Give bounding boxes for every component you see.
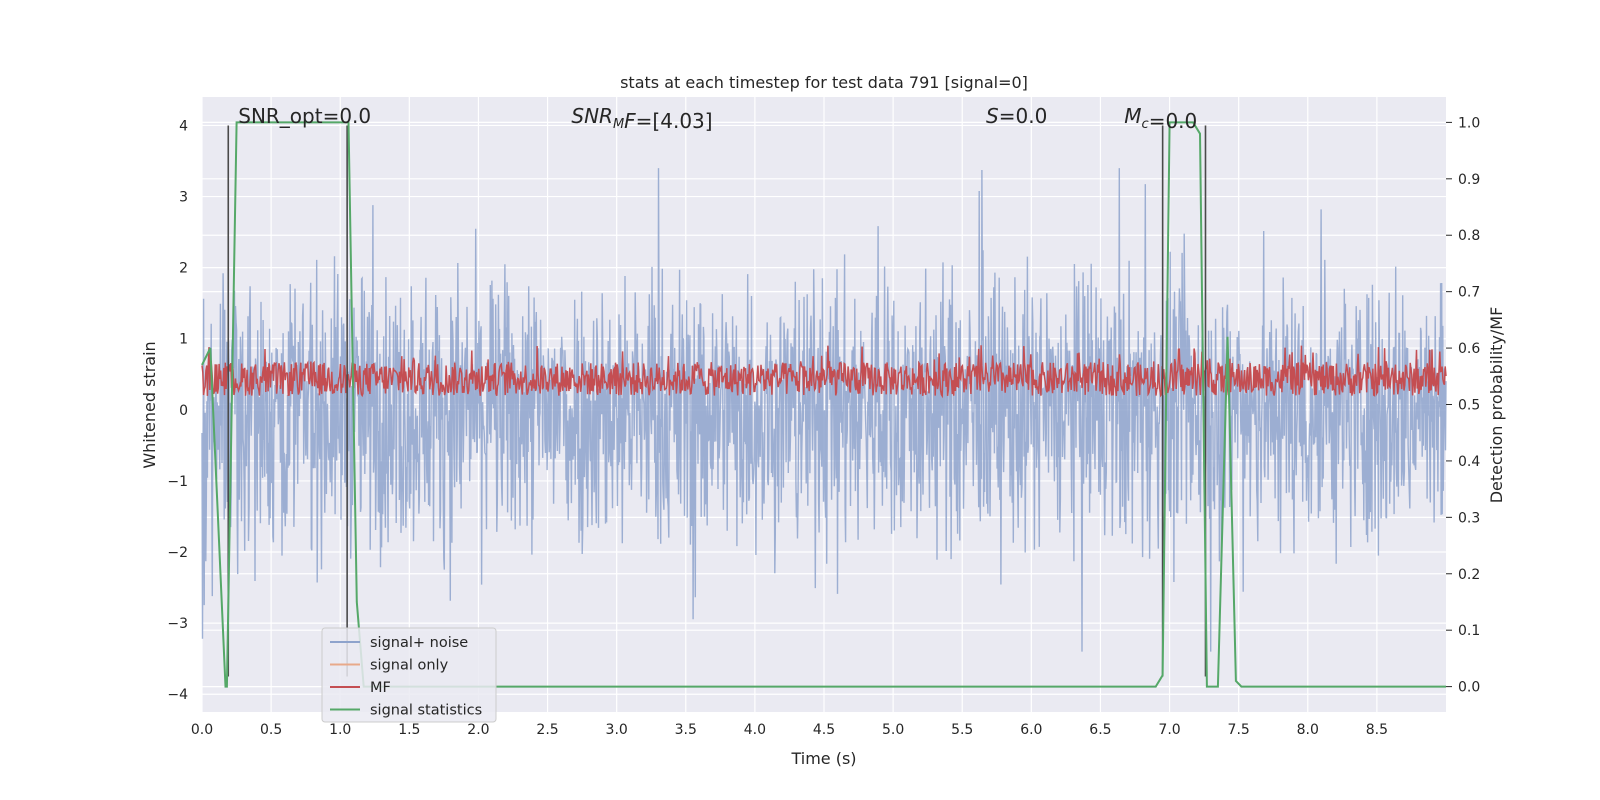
x-tick-label: 3.0 [606,722,628,738]
annotation-2: S=0.0 [986,104,1047,128]
x-tick-label: 0.0 [191,722,213,738]
grid [201,97,1446,712]
y-right-tick-label: 0.6 [1458,341,1480,357]
y-right-tick-label: 0.0 [1458,680,1480,696]
y-right-tick-label: 0.7 [1458,285,1480,301]
x-tick-label: 2.5 [536,722,558,738]
chart-title: stats at each timestep for test data 791… [620,73,1028,92]
y-left-tick-label: −4 [167,687,188,703]
y-left-tick-label: 4 [179,118,188,134]
y-right-tick-label: 1.0 [1458,115,1480,131]
mf-line [201,345,1447,399]
y-right-tick-label: 0.4 [1458,454,1480,470]
y-left-tick-label: −3 [167,616,188,632]
x-tick-label: 6.0 [1020,722,1042,738]
y-right-tick-label: 0.8 [1458,228,1480,244]
legend-label: MF [370,680,391,696]
x-tick-label: 2.0 [467,722,489,738]
x-tick-label: 3.5 [675,722,697,738]
series-mf [201,345,1447,399]
y-right-tick-label: 0.5 [1458,398,1480,414]
legend-label: signal statistics [370,703,482,719]
y-left-tick-label: 1 [179,332,188,348]
x-tick-label: 0.5 [260,722,282,738]
y-right-tick-label: 0.3 [1458,510,1480,526]
y-left-tick-label: 0 [179,403,188,419]
y-right-tick-label: 0.9 [1458,172,1480,188]
y-left-tick-label: −2 [167,545,188,561]
y-axis-label: Whitened strain [140,341,159,468]
y-left-tick-label: 2 [179,261,188,277]
x-tick-label: 8.5 [1366,722,1388,738]
x-tick-label: 6.5 [1089,722,1111,738]
legend-label: signal+ noise [370,635,468,651]
signal-noise-line [201,168,1447,652]
annotation-3: Mc=0.0 [1124,104,1197,133]
x-tick-label: 5.0 [882,722,904,738]
signal-statistics-line [201,121,1446,688]
x-tick-label: 1.5 [398,722,420,738]
legend-box [321,627,497,723]
y-left-tick-labels: 4 3 2 1 0 −1 −2 −3 −4 [167,118,188,703]
x-axis-label: Time (s) [790,749,856,768]
y-right-tick-labels: 1.0 0.9 0.8 0.7 0.6 0.5 0.4 0.3 0.2 0.1 0.0 [1446,115,1480,696]
annotations: SNR_opt=0.0 SNRMF=[4.03] S=0.0 Mc=0.0 [238,104,1197,133]
annotation-1: SNRMF=[4.03] [571,104,712,133]
series-signal-statistics [201,121,1446,688]
x-tick-label: 8.0 [1297,722,1319,738]
y-left-tick-label: −1 [167,474,188,490]
legend: signal+ noise signal only MF signal statist… [321,627,497,723]
x-tick-label: 7.0 [1158,722,1180,738]
x-tick-label: 4.0 [744,722,766,738]
legend-label: signal only [370,658,449,674]
y-right-tick-label: 0.2 [1458,567,1480,583]
y-right-tick-label: 0.1 [1458,623,1480,639]
x-tick-label: 7.5 [1228,722,1250,738]
x-tick-label: 5.5 [951,722,973,738]
y-right-axis-label: Detection probability/MF [1487,307,1506,504]
x-tick-labels: 0.0 0.5 1.0 1.5 2.0 2.5 3.0 3.5 4.0 4.5 5.0 5.5 6.0 6… [191,722,1388,738]
y-left-tick-label: 3 [179,190,188,206]
series-signal-noise [201,168,1447,652]
annotation-0: SNR_opt=0.0 [238,104,371,128]
x-tick-label: 4.5 [813,722,835,738]
x-tick-label: 1.0 [329,722,351,738]
